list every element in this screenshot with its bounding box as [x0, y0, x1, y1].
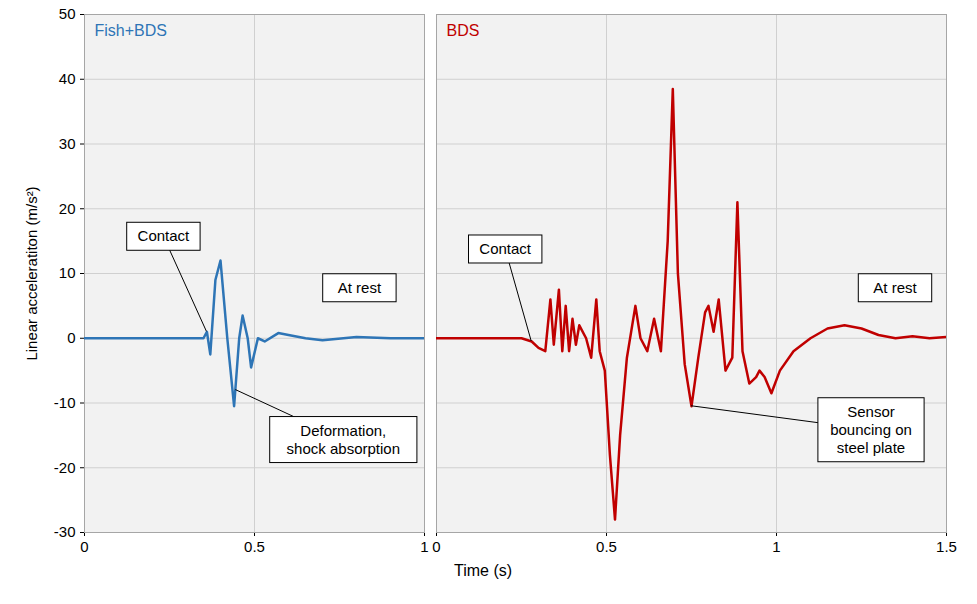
svg-text:10: 10 [59, 264, 76, 281]
svg-text:1: 1 [420, 538, 428, 555]
svg-text:50: 50 [59, 5, 76, 22]
svg-text:-20: -20 [54, 459, 76, 476]
svg-text:30: 30 [59, 135, 76, 152]
svg-text:0.5: 0.5 [244, 538, 265, 555]
svg-text:Deformation,shock absorption: Deformation,shock absorption [287, 422, 400, 457]
html-text:Time (s): Time (s) [454, 562, 512, 579]
svg-text:-30: -30 [54, 523, 76, 540]
svg-text:Sensorbouncing onsteel plate: Sensorbouncing onsteel plate [830, 403, 912, 456]
svg-text:0: 0 [432, 538, 440, 555]
svg-text:Fish+BDS: Fish+BDS [95, 22, 167, 39]
svg-text:0: 0 [80, 538, 88, 555]
svg-text:Linear acceleratiton (m/s²): Linear acceleratiton (m/s²) [23, 186, 40, 360]
svg-text:20: 20 [59, 200, 76, 217]
svg-text:BDS: BDS [447, 22, 480, 39]
svg-text:40: 40 [59, 70, 76, 87]
svg-text:-10: -10 [54, 394, 76, 411]
svg-text:Contact: Contact [479, 240, 532, 257]
svg-text:1.5: 1.5 [936, 538, 957, 555]
svg-text:At rest: At rest [873, 279, 917, 296]
svg-text:1: 1 [772, 538, 780, 555]
svg-text:At rest: At rest [338, 279, 382, 296]
svg-text:0.5: 0.5 [596, 538, 617, 555]
svg-text:0: 0 [67, 329, 75, 346]
svg-text:Contact: Contact [138, 227, 191, 244]
